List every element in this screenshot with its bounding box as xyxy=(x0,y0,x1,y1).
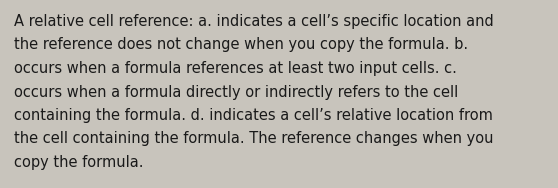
Text: occurs when a formula directly or indirectly refers to the cell: occurs when a formula directly or indire… xyxy=(14,84,458,99)
Text: containing the formula. d. indicates a cell’s relative location from: containing the formula. d. indicates a c… xyxy=(14,108,493,123)
Text: A relative cell reference: a. indicates a cell’s specific location and: A relative cell reference: a. indicates … xyxy=(14,14,494,29)
Text: occurs when a formula references at least two input cells. c.: occurs when a formula references at leas… xyxy=(14,61,457,76)
Text: copy the formula.: copy the formula. xyxy=(14,155,143,170)
Text: the reference does not change when you copy the formula. b.: the reference does not change when you c… xyxy=(14,37,468,52)
Text: the cell containing the formula. The reference changes when you: the cell containing the formula. The ref… xyxy=(14,131,493,146)
